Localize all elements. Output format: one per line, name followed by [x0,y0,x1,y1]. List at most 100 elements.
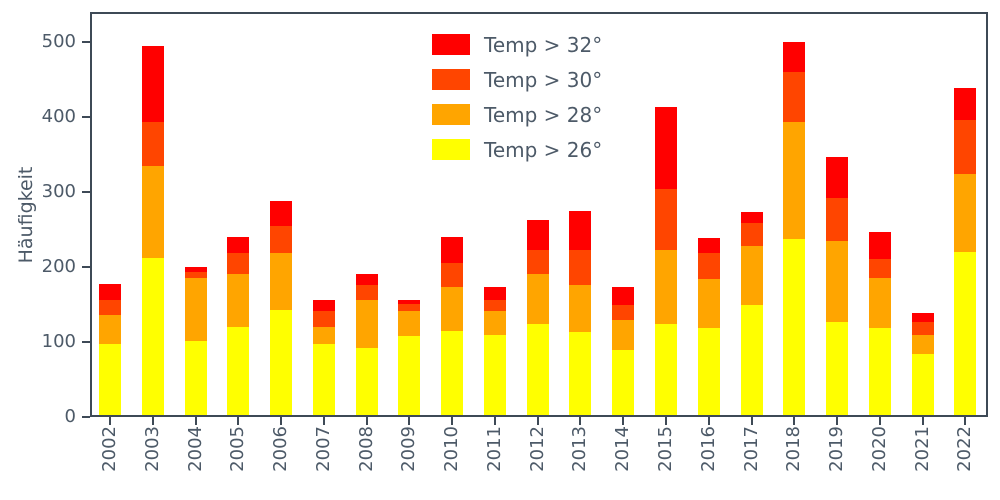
bar-segment-2021-30 [911,322,934,335]
bar-segment-2003-30 [141,121,164,167]
bar-segment-2004-26 [184,340,207,415]
x-tick-mark-2005 [237,417,240,425]
legend-label: Temp > 26° [484,137,603,162]
bar-segment-2020-26 [868,328,891,415]
y-tick-label-100: 100 [41,331,76,352]
y-tick-mark-200 [82,266,90,268]
x-tick-mark-2022 [964,417,967,425]
bar-segment-2015-28 [655,250,677,325]
bar-segment-2016-26 [697,328,720,415]
x-tick-mark-2017 [750,417,753,425]
bar-segment-2013-26 [569,331,592,415]
x-tick-label-2003: 2003 [141,426,163,472]
bar-segment-2022-32 [954,88,977,121]
bar-segment-2009-28 [398,311,421,336]
bar-segment-2012-26 [526,324,549,415]
x-tick-mark-2020 [878,417,881,425]
bar-segment-2002-28 [99,314,121,345]
bar-segment-2003-28 [141,166,164,258]
bar-segment-2003-26 [141,257,164,415]
x-tick-label-2019: 2019 [826,426,848,472]
bar-segment-2015-30 [655,188,677,251]
bar-segment-2008-28 [355,299,378,349]
bar-segment-2018-26 [783,239,806,415]
bar-segment-2002-26 [99,344,121,415]
bar-segment-2005-26 [227,327,250,415]
bar-segment-2007-32 [312,299,335,312]
bar-segment-2020-32 [868,232,891,260]
bar-segment-2017-26 [740,305,763,415]
legend-label: Temp > 28° [484,102,603,127]
bar-segment-2006-26 [270,309,293,415]
bar-segment-2004-28 [184,277,207,341]
bar-segment-2008-32 [355,273,378,286]
bar-segment-2012-32 [526,220,549,251]
legend-swatch-icon [432,139,470,160]
bar-segment-2011-28 [483,311,506,335]
bar-segment-2009-30 [398,303,421,312]
x-tick-label-2020: 2020 [868,426,890,472]
bar-segment-2013-30 [569,250,592,286]
y-tick-label-500: 500 [41,31,76,52]
x-tick-label-2016: 2016 [697,426,719,472]
bar-segment-2013-32 [569,210,592,251]
x-tick-mark-2014 [622,417,625,425]
x-tick-mark-2004 [194,417,197,425]
x-tick-label-2010: 2010 [441,426,463,472]
bars-layer [92,14,986,415]
bar-segment-2020-30 [868,259,891,278]
bar-segment-2018-28 [783,121,806,240]
bar-segment-2019-32 [826,157,849,199]
bar-segment-2014-30 [612,305,635,320]
bar-segment-2005-32 [227,236,250,254]
bar-segment-2006-32 [270,201,293,226]
legend-swatch-icon [432,104,470,125]
bar-segment-2010-32 [441,236,464,263]
x-tick-label-2015: 2015 [655,426,676,472]
bar-segment-2004-32 [184,266,207,272]
x-tick-mark-2006 [280,417,283,425]
x-tick-label-2006: 2006 [270,426,292,472]
x-tick-mark-2015 [665,417,667,425]
legend-item-3: Temp > 26° [432,137,602,162]
bar-segment-2011-30 [483,299,506,312]
bar-segment-2015-32 [655,106,677,189]
bar-segment-2010-30 [441,262,464,288]
x-tick-mark-2008 [365,417,368,425]
bar-segment-2009-26 [398,335,421,415]
bar-segment-2018-32 [783,41,806,72]
bar-segment-2007-30 [312,311,335,328]
bar-segment-2022-28 [954,173,977,252]
x-tick-mark-2013 [579,417,582,425]
x-tick-label-2002: 2002 [99,426,120,472]
plot-area: Temp > 32° Temp > 30° Temp > 28° Temp > 26° [90,12,988,417]
bar-segment-2015-26 [655,324,677,415]
x-tick-label-2013: 2013 [569,426,591,472]
x-tick-mark-2002 [109,417,111,425]
bar-segment-2010-26 [441,331,464,415]
x-tick-label-2007: 2007 [312,426,334,472]
legend-swatch-icon [432,34,470,55]
bar-segment-2010-28 [441,287,464,332]
bar-segment-2016-28 [697,279,720,329]
bar-segment-2021-28 [911,334,934,355]
y-tick-mark-100 [82,341,90,343]
chart-legend: Temp > 32° Temp > 30° Temp > 28° Temp > 26° [432,32,602,162]
bar-segment-2005-28 [227,273,250,328]
x-tick-mark-2019 [836,417,839,425]
legend-label: Temp > 30° [484,67,603,92]
x-tick-mark-2011 [493,417,496,425]
bar-segment-2019-26 [826,322,849,415]
bar-segment-2011-26 [483,334,506,415]
bar-segment-2007-28 [312,327,335,345]
bar-segment-2012-30 [526,250,549,274]
y-tick-mark-400 [82,116,90,118]
x-tick-mark-2018 [793,417,796,425]
bar-segment-2016-32 [697,238,720,254]
bar-segment-2022-26 [954,251,977,415]
bar-segment-2008-26 [355,348,378,415]
x-tick-mark-2009 [408,417,411,425]
x-tick-label-2014: 2014 [612,426,634,472]
x-tick-mark-2007 [322,417,325,425]
bar-segment-2017-32 [740,212,763,224]
